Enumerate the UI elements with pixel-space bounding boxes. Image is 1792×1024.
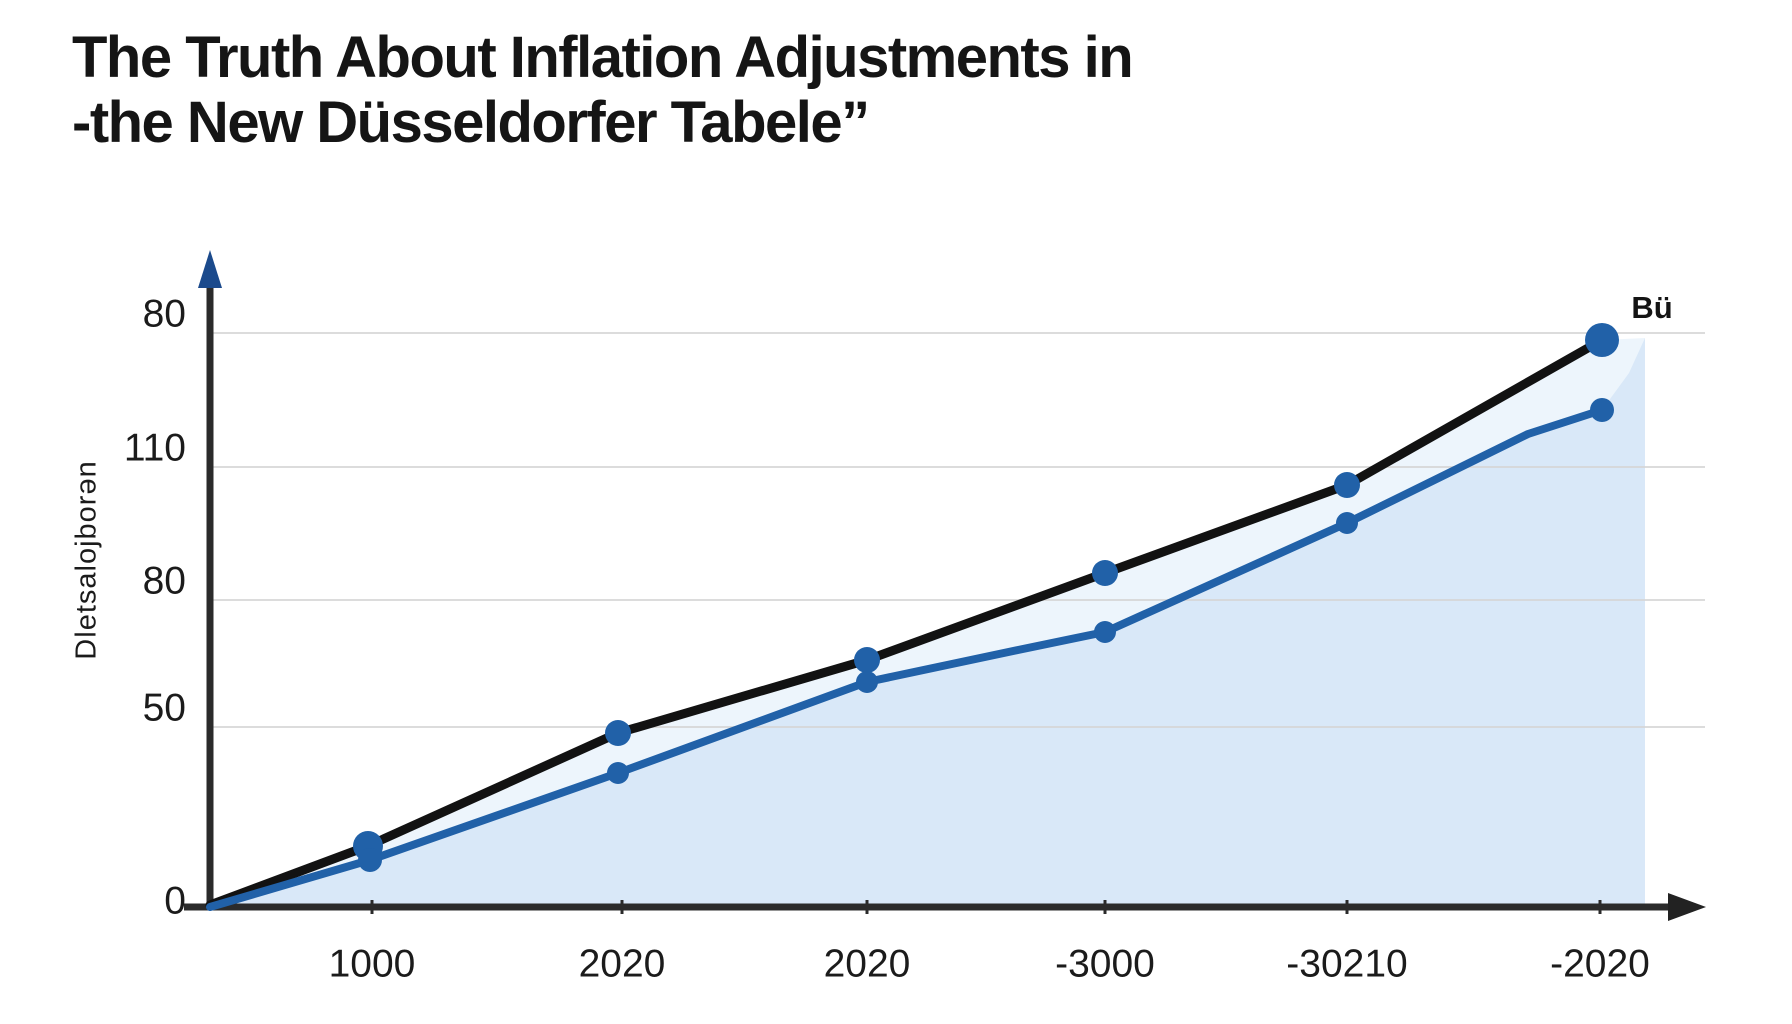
annotation-label: Bü [1631,290,1672,325]
chart-title: The Truth About Inflation Adjustments in… [72,25,1134,156]
x-tick-label: 2020 [824,942,911,985]
x-axis-arrow-icon [1668,893,1706,921]
y-tick-label: 0 [164,879,186,922]
data-point [856,671,878,693]
y-tick-label: 110 [124,426,186,469]
data-point [607,762,629,784]
data-point [1585,323,1619,357]
x-tick-label: 1000 [329,942,416,985]
x-tick-label: -30210 [1286,942,1407,985]
x-tick-label: -3000 [1055,942,1155,985]
y-tick-label: 80 [143,559,186,602]
axes [184,250,1706,921]
area-fill-under-blue-line [210,338,1645,907]
data-point [1590,398,1614,422]
y-axis-title: Dletsalojborən [71,460,103,659]
data-point [1094,621,1116,643]
data-point [1092,560,1118,586]
data-point [1336,512,1358,534]
y-tick-label: 80 [143,292,186,335]
chart-title-line1: The Truth About Inflation Adjustments in [72,25,1134,90]
y-axis-arrow-icon [198,250,222,288]
y-tick-label: 50 [143,686,186,729]
x-tick-label: -2020 [1550,942,1650,985]
data-points [353,323,1619,872]
data-point [605,720,631,746]
y-axis-tick-labels: 80 110 80 50 0 [124,292,186,922]
data-point [854,647,880,673]
x-axis-tick-labels: 1000 2020 2020 -3000 -30210 -2020 [329,942,1650,985]
lower-blue-line [206,406,1606,911]
x-tick-label: 2020 [579,942,666,985]
area-fill [210,338,1645,907]
chart-title-line2: -the New Düsseldorfer Tabele” [72,89,870,155]
data-point [1334,472,1360,498]
data-point [358,848,382,872]
x-axis-tick-marks [370,900,1602,914]
